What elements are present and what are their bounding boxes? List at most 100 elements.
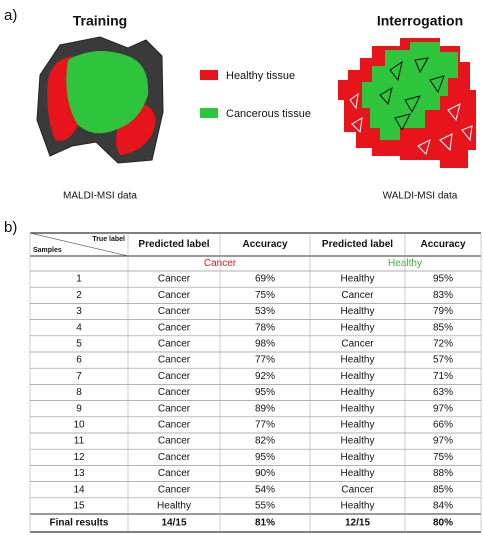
interrogation-title: Interrogation (377, 13, 463, 29)
table-cell: 9 (76, 403, 82, 414)
results-table: True label Samples Predicted label Accuracy… (29, 232, 482, 533)
corner-label: Samples (33, 247, 62, 254)
panel-label: a) (4, 7, 17, 24)
panel-label: b) (4, 219, 17, 236)
table-cell: 55% (255, 501, 275, 512)
table-cell: 1 (76, 274, 82, 285)
table-cell: Healthy (341, 322, 375, 333)
table-cell: 66% (433, 420, 453, 431)
table-cell: 15 (73, 501, 85, 512)
table-cell: 63% (433, 387, 453, 398)
table-cell: Cancer (158, 306, 191, 317)
table-cell: Cancer (341, 339, 374, 350)
table-cell: 97% (433, 403, 453, 414)
table-cell: 78% (255, 322, 275, 333)
table-cell: Cancer (158, 452, 191, 463)
corner-label: True label (92, 236, 125, 243)
table-cell: 5 (76, 339, 82, 350)
table-cell: 95% (433, 274, 453, 285)
table-cell: 3 (76, 306, 82, 317)
table-cell: 14 (73, 484, 85, 495)
table-cell: Healthy (341, 452, 375, 463)
final-cell: 12/15 (345, 518, 370, 529)
table-cell: 92% (255, 371, 275, 382)
table-cell: Cancer (158, 468, 191, 479)
caption: MALDI-MSI data (63, 191, 137, 202)
table-cell: Healthy (157, 501, 191, 512)
table-cell: 75% (433, 452, 453, 463)
table-cell: 90% (255, 468, 275, 479)
table-cell: 85% (433, 484, 453, 495)
table-cell: 57% (433, 355, 453, 366)
table-cell: Cancer (158, 355, 191, 366)
table-cell: 75% (255, 290, 275, 301)
table-cell: Cancer (158, 339, 191, 350)
table-cell: 11 (74, 436, 85, 447)
legend-label: Cancerous tissue (226, 108, 311, 120)
table-cell: Healthy (341, 387, 375, 398)
table-cell: 54% (255, 484, 275, 495)
table-cell: 77% (255, 420, 275, 431)
table-cell: Healthy (341, 420, 375, 431)
column-header: Predicted label (138, 239, 209, 250)
legend-label: Healthy tissue (226, 70, 295, 82)
column-header: Accuracy (420, 239, 465, 250)
table-cell: 85% (433, 322, 453, 333)
table-cell: Healthy (341, 468, 375, 479)
caption: WALDI-MSI data (383, 191, 458, 202)
table-cell: 53% (255, 306, 275, 317)
table-cell: 8 (76, 387, 82, 398)
group-label: Cancer (204, 258, 237, 269)
table-cell: 88% (433, 468, 453, 479)
table-cell: 77% (255, 355, 275, 366)
table-cell: 89% (255, 403, 275, 414)
table-cell: Healthy (341, 403, 375, 414)
table-cell: Cancer (158, 420, 191, 431)
table-cell: Healthy (341, 501, 375, 512)
table-cell: 98% (255, 339, 275, 350)
table-cell: Cancer (158, 290, 191, 301)
table-cell: 84% (433, 501, 453, 512)
table-cell: Healthy (341, 436, 375, 447)
corner-diagonal (29, 232, 129, 257)
table-cell: 69% (255, 274, 275, 285)
table-cell: 7 (76, 371, 82, 382)
table-cell: Cancer (158, 484, 191, 495)
table-cell: Cancer (341, 290, 374, 301)
column-header: Predicted label (322, 239, 393, 250)
table-cell: 12 (73, 452, 85, 463)
interrogation-image (338, 38, 476, 168)
table-cell: 72% (433, 339, 453, 350)
table-cell: 13 (73, 468, 85, 479)
table-cell: 95% (255, 452, 275, 463)
table-cell: 97% (433, 436, 453, 447)
table-cell: 10 (73, 420, 85, 431)
table-cell: 6 (76, 355, 82, 366)
legend-swatch (200, 70, 218, 80)
training-image (36, 36, 164, 164)
table-cell: Healthy (341, 274, 375, 285)
table-cell: 4 (76, 322, 82, 333)
final-cell: 80% (433, 518, 453, 529)
table-cell: Healthy (341, 371, 375, 382)
table-cell: 79% (433, 306, 453, 317)
table-cell: Cancer (158, 387, 191, 398)
table-cell: Cancer (158, 436, 191, 447)
table-cell: 82% (255, 436, 275, 447)
table-cell: 71% (433, 371, 453, 382)
final-cell: Final results (50, 518, 109, 529)
final-cell: 14/15 (161, 518, 186, 529)
column-header: Accuracy (242, 239, 287, 250)
final-cell: 81% (255, 518, 275, 529)
table-cell: Cancer (341, 484, 374, 495)
table-cell: 83% (433, 290, 453, 301)
table-cell: Healthy (341, 306, 375, 317)
table-cell: 2 (76, 290, 82, 301)
table-cell: Cancer (158, 403, 191, 414)
table-cell: Cancer (158, 274, 191, 285)
table-cell: 95% (255, 387, 275, 398)
legend-swatch (200, 108, 218, 118)
table-cell: Cancer (158, 322, 191, 333)
table-cell: Cancer (158, 371, 191, 382)
